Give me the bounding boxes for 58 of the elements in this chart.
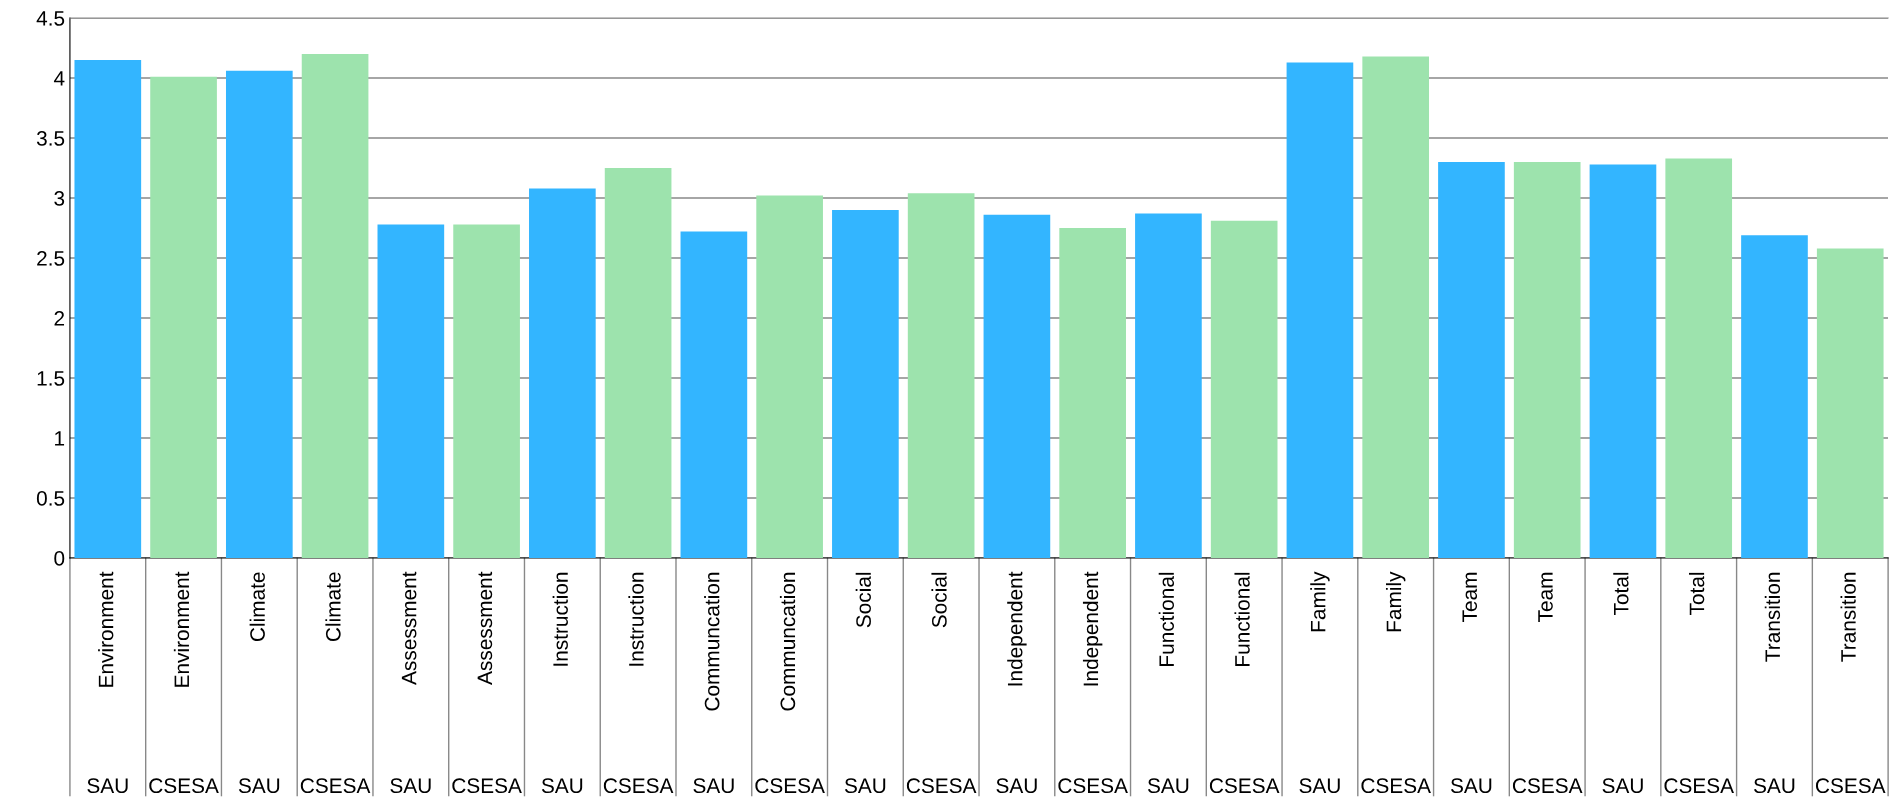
x-tick-label: Team bbox=[1538, 572, 1553, 622]
text: SAU bbox=[1754, 778, 1795, 794]
text: CSESA bbox=[300, 778, 371, 794]
y-tick-label: 0 bbox=[54, 551, 65, 566]
x-tick-label: Assessment bbox=[477, 571, 493, 685]
text: SAU bbox=[1299, 778, 1340, 794]
text: SAU bbox=[87, 778, 128, 794]
y-tick-label: 3.5 bbox=[36, 131, 65, 146]
text: SAU bbox=[238, 778, 280, 794]
text: CSESA bbox=[149, 778, 219, 794]
text: SAU bbox=[1450, 778, 1492, 794]
x-tick-label: Independent bbox=[1082, 571, 1103, 686]
x-tick-label: Total bbox=[1613, 572, 1629, 616]
text: CSESA bbox=[1512, 778, 1583, 794]
x-tick-label: Communcation bbox=[704, 572, 720, 711]
text: CSESA bbox=[1209, 778, 1280, 794]
x-tick-label: Total bbox=[1689, 572, 1705, 616]
x-tick-label: Instruction bbox=[552, 572, 568, 666]
x-tick-label: Functional bbox=[1158, 572, 1175, 666]
y-tick-label: 3 bbox=[54, 191, 65, 206]
x-tick-label: Independent bbox=[1007, 571, 1027, 686]
text: SAU bbox=[996, 778, 1037, 794]
x-tick-label: Instruction bbox=[628, 572, 644, 666]
text: SAU bbox=[1147, 778, 1189, 794]
y-tick-label: 0.5 bbox=[36, 491, 65, 506]
y-tick-label: 4 bbox=[53, 71, 65, 86]
y-tick-label: 1 bbox=[55, 431, 65, 446]
text: CSESA bbox=[452, 778, 522, 794]
x-tick-label: Social bbox=[931, 572, 947, 628]
x-tick-label: Environment bbox=[173, 571, 190, 687]
x-tick-label: Communcation bbox=[779, 572, 796, 711]
text: SAU bbox=[844, 778, 886, 794]
text: CSESA bbox=[1664, 778, 1734, 794]
text: SAU bbox=[1602, 778, 1643, 794]
text: CSESA bbox=[1361, 778, 1431, 794]
y-tick-label: 4.5 bbox=[36, 11, 65, 26]
x-tick-label: Functional bbox=[1234, 572, 1250, 666]
x-tick-label: Transition bbox=[1840, 572, 1856, 662]
text: CSESA bbox=[755, 778, 825, 794]
x-tick-label: Climate bbox=[249, 572, 265, 642]
x-tick-label: Family bbox=[1385, 571, 1406, 632]
y-tick-label: 1.5 bbox=[37, 371, 65, 386]
x-tick-label: Transition bbox=[1764, 572, 1781, 662]
text: CSESA bbox=[906, 778, 977, 794]
y-tick-label: 2 bbox=[54, 311, 65, 326]
text: SAU bbox=[541, 778, 583, 794]
text: CSESA bbox=[1058, 778, 1128, 794]
x-tick-label: Environment bbox=[98, 571, 114, 687]
text: CSESA bbox=[603, 778, 674, 794]
x-tick-label: Social bbox=[855, 572, 871, 628]
y-tick-label: 2.5 bbox=[37, 251, 65, 266]
text: SAU bbox=[390, 778, 431, 794]
text: CSESA bbox=[1815, 778, 1886, 794]
text: SAU bbox=[693, 778, 734, 794]
x-tick-label: Assessment bbox=[401, 571, 417, 685]
x-tick-label: Team bbox=[1462, 572, 1478, 622]
x-tick-label: Climate bbox=[325, 572, 341, 642]
x-tick-label: Family bbox=[1310, 571, 1330, 632]
